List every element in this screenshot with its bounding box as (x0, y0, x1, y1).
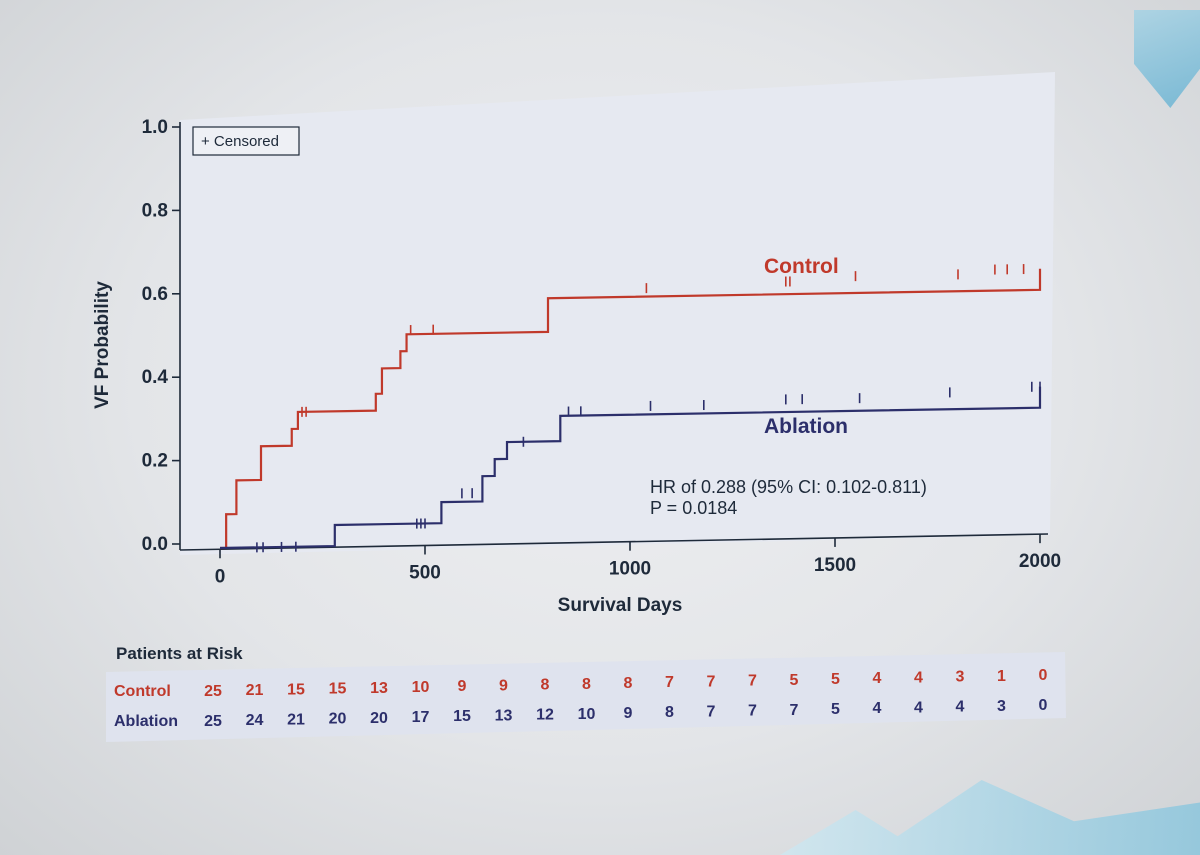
series-layer (219, 264, 1042, 553)
risk-value-ablation: 8 (665, 704, 674, 721)
risk-value-control: 7 (707, 673, 716, 690)
x-axis-ticks: 0 500 1000 1500 2000 (215, 534, 1061, 587)
risk-value-control: 4 (914, 669, 923, 686)
y-tick-label: 0.2 (142, 451, 168, 472)
plot-panel (180, 72, 1055, 555)
risk-value-ablation: 17 (412, 709, 430, 726)
risk-value-ablation: 20 (370, 710, 388, 727)
x-tick-label: 0 (215, 566, 226, 587)
risk-value-ablation: 15 (453, 708, 471, 725)
risk-table-band (106, 652, 1066, 742)
risk-value-ablation: 13 (495, 707, 513, 724)
risk-value-ablation: 3 (997, 698, 1006, 715)
risk-value-control: 5 (790, 672, 799, 689)
risk-value-control: 15 (329, 681, 347, 698)
series-line-control (219, 268, 1042, 550)
risk-value-ablation: 7 (748, 703, 757, 720)
x-tick-label: 1000 (609, 559, 651, 580)
risk-value-ablation: 21 (287, 711, 305, 728)
risk-value-ablation: 4 (914, 699, 923, 716)
y-axis-title: VF Probability (92, 281, 113, 409)
risk-value-control: 9 (458, 678, 467, 695)
risk-table-title: Patients at Risk (116, 644, 243, 663)
risk-value-control: 1 (997, 668, 1006, 685)
risk-value-control: 3 (956, 669, 965, 686)
risk-value-control: 0 (1039, 667, 1048, 684)
risk-value-control: 8 (582, 676, 591, 693)
risk-value-control: 4 (873, 670, 882, 687)
risk-value-ablation: 4 (873, 700, 882, 717)
x-axis-title: Survival Days (558, 595, 683, 616)
y-tick-label: 0.4 (142, 367, 169, 388)
p-value-text: P = 0.0184 (650, 498, 737, 518)
risk-value-ablation: 7 (707, 703, 716, 720)
risk-value-ablation: 24 (246, 712, 264, 729)
risk-value-control: 13 (370, 680, 388, 697)
risk-value-control: 25 (204, 683, 222, 700)
risk-value-ablation: 5 (831, 701, 840, 718)
risk-value-ablation: 7 (790, 702, 799, 719)
risk-value-ablation: 20 (329, 711, 347, 728)
risk-value-ablation: 10 (578, 706, 596, 723)
y-tick-label: 0.6 (142, 284, 168, 305)
y-tick-label: 0.0 (142, 534, 168, 555)
x-tick-label: 2000 (1019, 551, 1061, 572)
y-tick-label: 1.0 (142, 117, 168, 138)
risk-table-values: 25 21 15 15 13 10 9 9 8 8 8 7 7 7 5 5 4 4 3 1 025 24 21 20 20 17 1… (204, 667, 1047, 730)
risk-value-ablation: 25 (204, 713, 222, 730)
hazard-ratio-text: HR of 0.288 (95% CI: 0.102-0.811) (650, 477, 927, 497)
series-label-ablation: Ablation (764, 415, 848, 438)
risk-value-control: 8 (541, 677, 550, 694)
y-tick-label: 0.8 (142, 200, 168, 221)
risk-value-control: 15 (287, 681, 305, 698)
legend-censored-label: + Censored (201, 133, 279, 150)
y-axis-ticks: 0.0 0.2 0.4 0.6 0.8 1.0 (142, 117, 180, 555)
risk-row-label-control: Control (114, 683, 171, 700)
risk-value-control: 7 (748, 673, 757, 690)
risk-value-control: 10 (412, 679, 430, 696)
risk-value-control: 5 (831, 671, 840, 688)
x-tick-label: 1500 (814, 555, 856, 576)
x-tick-label: 500 (409, 562, 441, 583)
series-line-ablation (219, 386, 1042, 550)
risk-value-ablation: 12 (536, 707, 554, 724)
risk-value-control: 9 (499, 677, 508, 694)
risk-row-label-ablation: Ablation (114, 713, 178, 730)
legend-box (192, 126, 300, 156)
risk-value-ablation: 4 (956, 699, 965, 716)
risk-value-control: 8 (624, 675, 633, 692)
risk-value-control: 7 (665, 674, 674, 691)
series-label-control: Control (764, 255, 839, 278)
risk-value-ablation: 0 (1039, 697, 1048, 714)
x-axis-line (179, 533, 1049, 551)
risk-value-control: 21 (246, 682, 264, 699)
risk-value-ablation: 9 (624, 705, 633, 722)
